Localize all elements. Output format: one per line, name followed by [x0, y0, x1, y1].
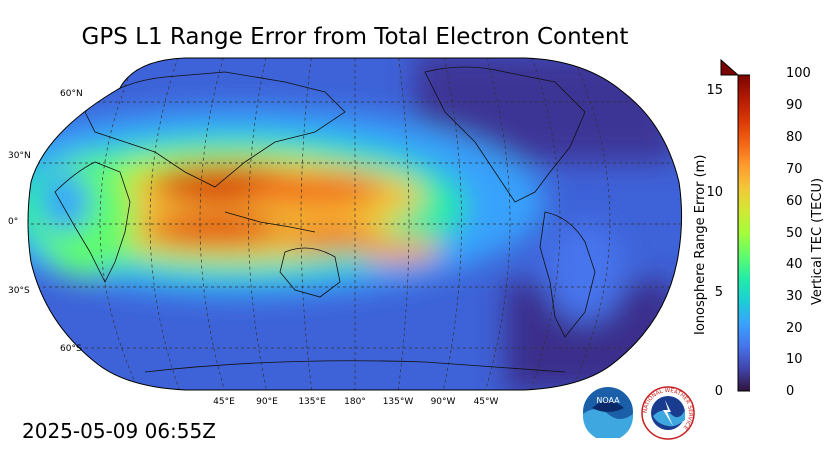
timestamp: 2025-05-09 06:55Z [22, 419, 216, 443]
globe-content [28, 58, 682, 390]
nws-logo: NATIONAL WEATHER SERVICE [641, 386, 695, 440]
colorbar-right-axis-label: Vertical TEC (TECU) [810, 177, 825, 305]
noaa-logo-text: NOAA [596, 396, 620, 405]
globe-outline [27, 57, 683, 391]
colorbar-extend-arrow [720, 58, 740, 76]
lon-label-90e: 90°E [256, 397, 278, 407]
lat-label-30s: 30°S [8, 286, 30, 296]
right-tick-80: 80 [786, 130, 803, 145]
right-tick-50: 50 [786, 226, 803, 241]
colorbar-left-axis-label: Ionosphere Range Error (m) [693, 154, 708, 335]
lon-label-45w: 45°W [473, 397, 499, 407]
lat-label-0: 0° [8, 217, 19, 227]
right-tick-100: 100 [786, 66, 811, 81]
graticule [28, 58, 682, 390]
lon-label-45e: 45°E [213, 397, 235, 407]
lat-label-60s: 60°S [60, 344, 82, 354]
lon-label-135w: 135°W [382, 397, 414, 407]
lon-label-90w: 90°W [430, 397, 456, 407]
left-tick-0: 0 [714, 384, 723, 399]
lat-label-30n: 30°N [8, 151, 31, 161]
colorbar-fill [737, 74, 750, 392]
colorbar [720, 58, 750, 392]
lon-label-135e: 135°E [298, 397, 326, 407]
right-tick-60: 60 [786, 194, 803, 209]
right-tick-90: 90 [786, 98, 803, 113]
lat-label-60n: 60°N [60, 89, 83, 99]
left-tick-15: 15 [706, 83, 723, 98]
left-tick-10: 10 [706, 185, 723, 200]
right-tick-70: 70 [786, 162, 803, 177]
map-title: GPS L1 Range Error from Total Electron C… [81, 24, 629, 50]
right-tick-30: 30 [786, 289, 803, 304]
noaa-logo: NOAA [583, 387, 633, 438]
right-tick-20: 20 [786, 321, 803, 336]
right-tick-0: 0 [786, 384, 795, 399]
right-tick-10: 10 [786, 352, 803, 367]
lon-label-180: 180° [344, 397, 366, 407]
right-tick-40: 40 [786, 257, 803, 272]
left-tick-5: 5 [714, 285, 723, 300]
tec-map [27, 57, 683, 391]
